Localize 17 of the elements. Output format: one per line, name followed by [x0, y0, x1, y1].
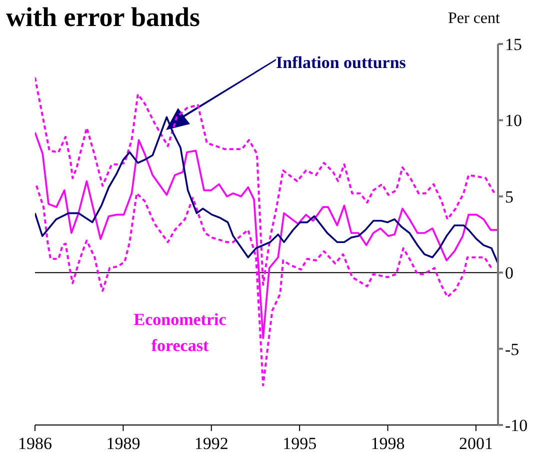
text: Inflation outturns: [276, 52, 407, 74]
x-tick-label: 1986: [18, 434, 52, 454]
y-tick-label: -5: [505, 340, 520, 359]
chart-title: with error bands: [6, 2, 200, 33]
y-tick-label: -10: [505, 416, 528, 436]
y-tick-label: 10: [505, 111, 522, 130]
x-tick-label: 1998: [370, 434, 405, 454]
y-tick-label: 0: [505, 264, 514, 283]
y-axis-title: Per cent: [448, 10, 500, 28]
x-tick-label: 1992: [194, 434, 228, 454]
line-series: [35, 116, 498, 264]
x-tick-label: 1989: [106, 434, 140, 454]
y-tick-label: 5: [505, 187, 514, 206]
x-tick-label: 2001: [458, 434, 493, 454]
text: Econometric forecast: [132, 309, 228, 357]
x-tick-label: 1995: [282, 434, 317, 454]
y-tick-label: 15: [505, 35, 522, 54]
